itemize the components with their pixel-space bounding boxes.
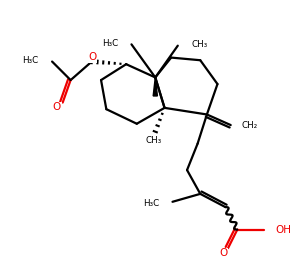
Text: H₃C: H₃C <box>22 56 39 65</box>
Polygon shape <box>153 77 158 96</box>
Text: H₃C: H₃C <box>102 39 118 48</box>
Text: O: O <box>89 52 97 62</box>
Text: CH₂: CH₂ <box>242 120 258 130</box>
Text: OH: OH <box>276 225 292 235</box>
Text: H₃C: H₃C <box>143 199 159 208</box>
Text: O: O <box>219 248 227 258</box>
Text: CH₃: CH₃ <box>191 40 207 49</box>
Text: O: O <box>53 102 61 112</box>
Text: CH₃: CH₃ <box>146 136 162 146</box>
